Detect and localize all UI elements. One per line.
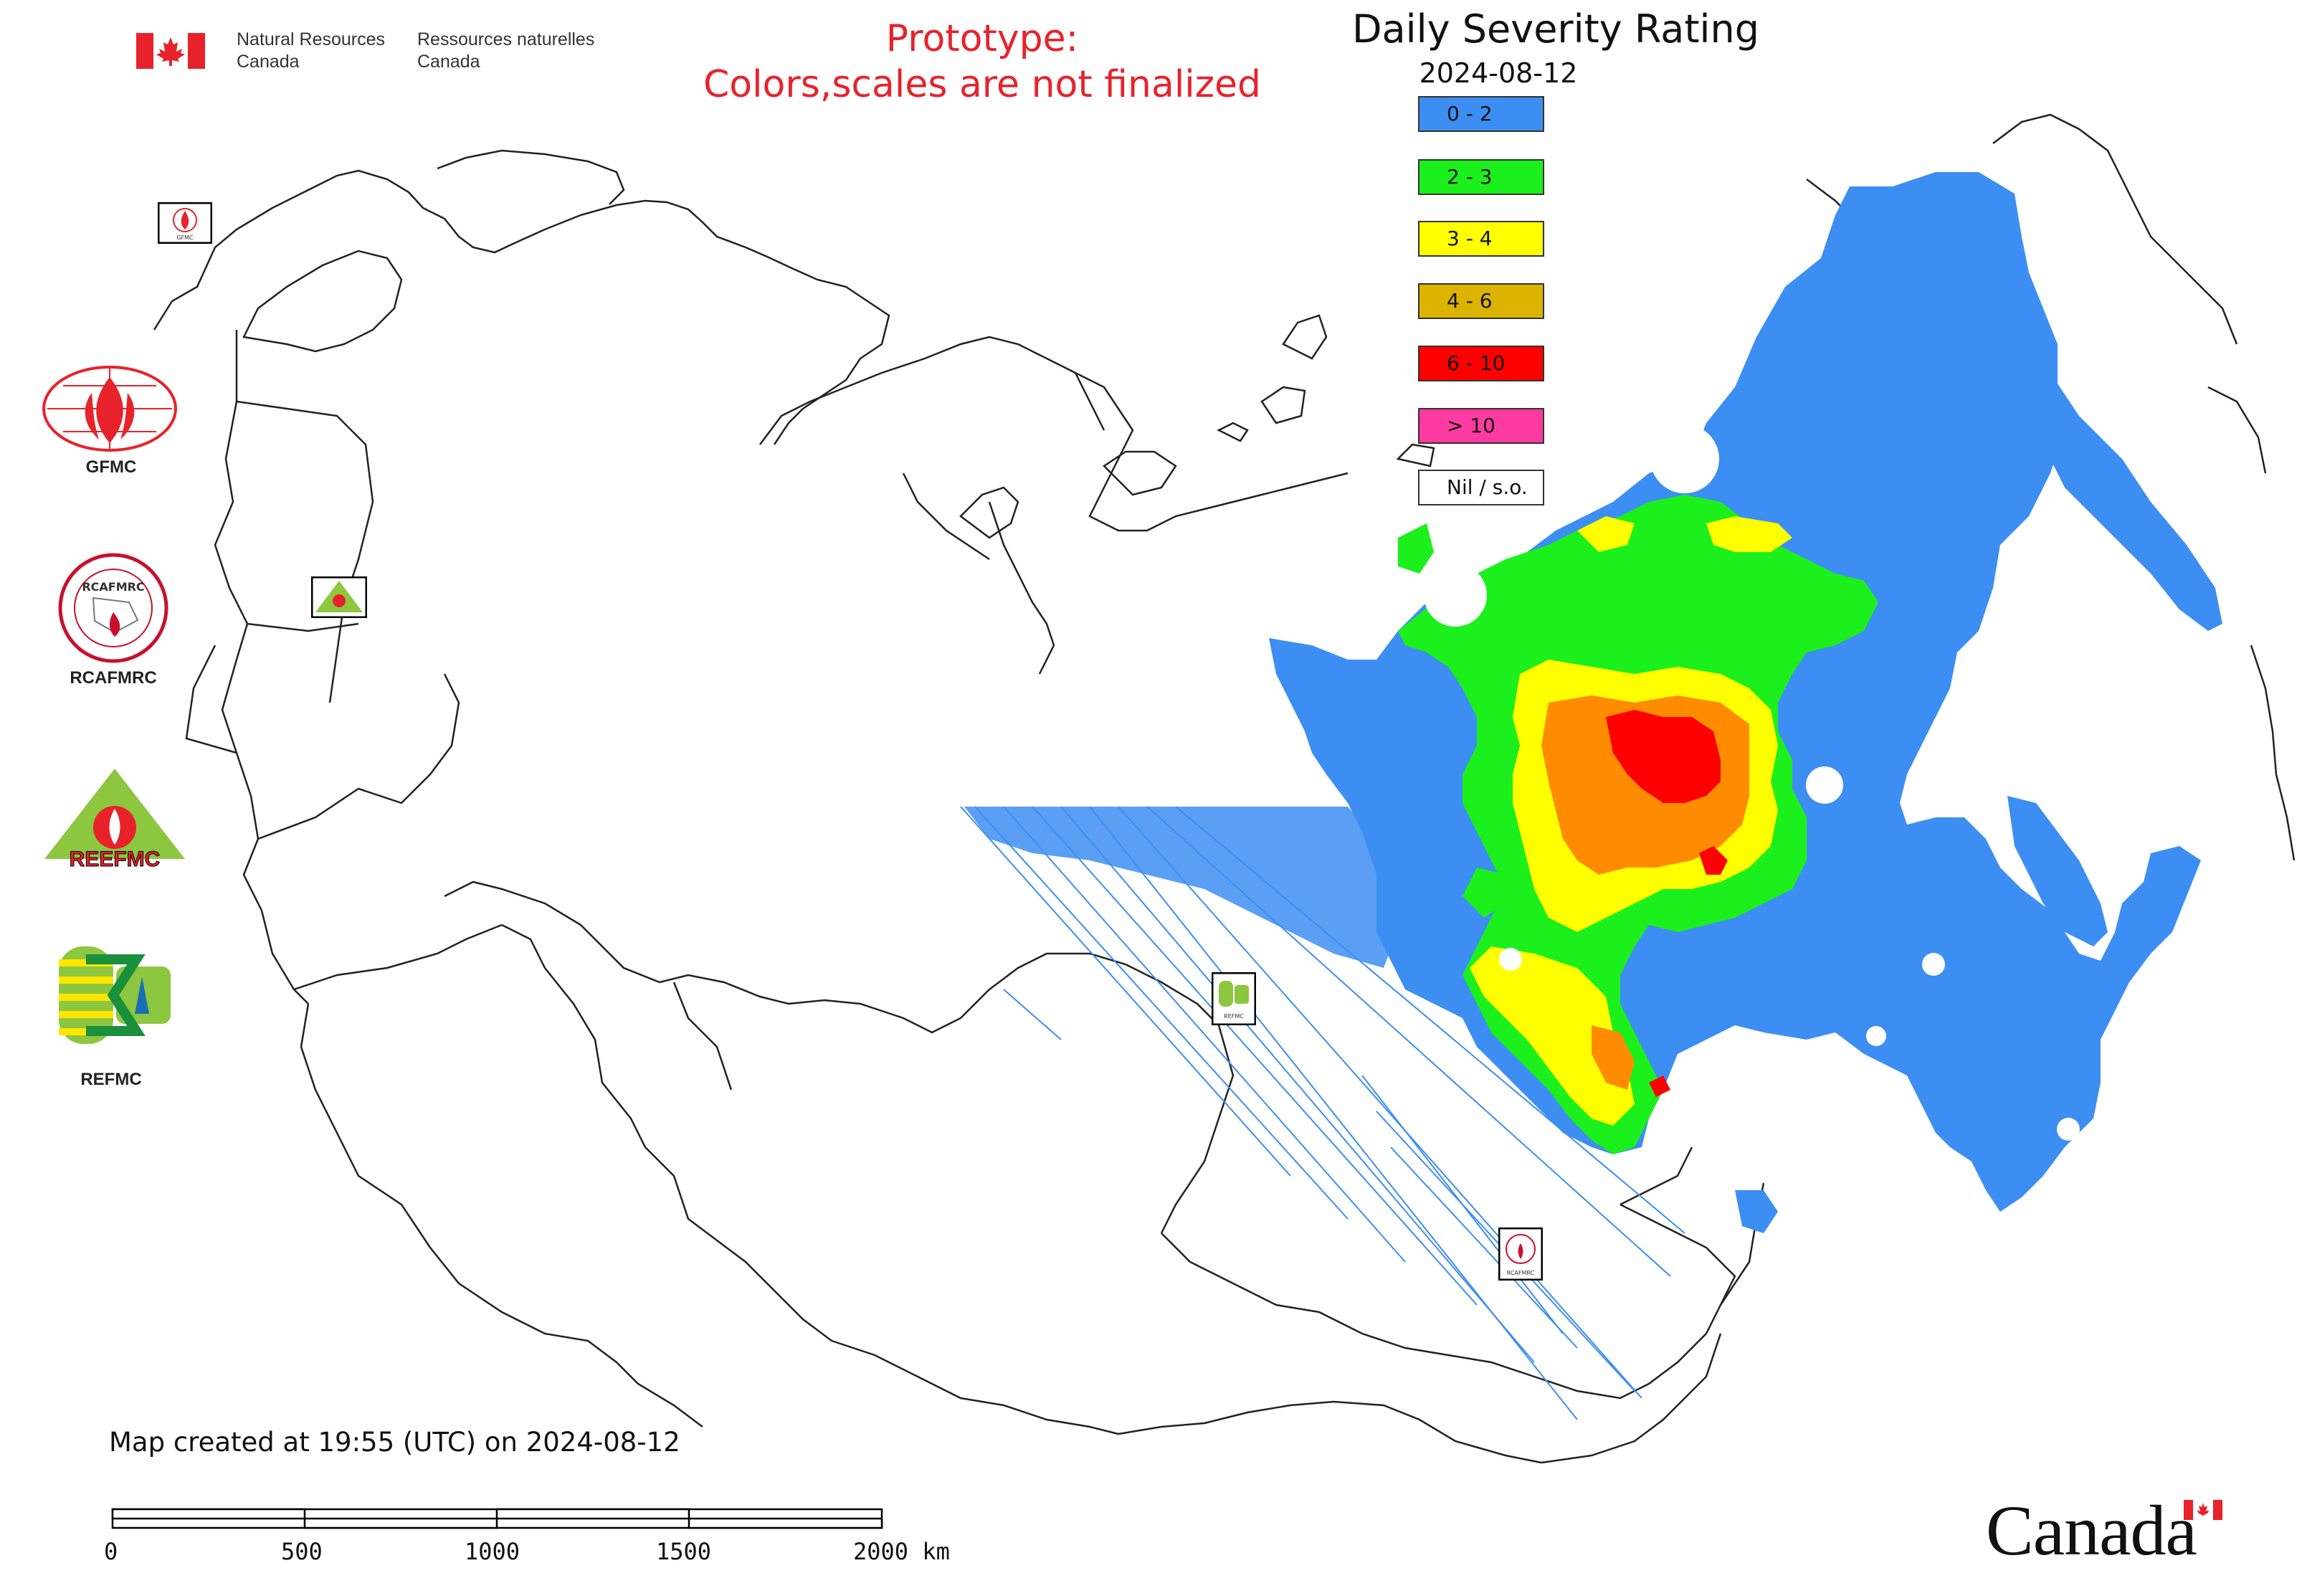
- legend-label: 4 - 6: [1447, 289, 1493, 313]
- canada-wordmark-text: Canada: [1986, 1491, 2197, 1570]
- rcafmrc-label: RCAFMRC: [70, 668, 157, 688]
- legend-item-3-4: 3 - 4: [1418, 221, 1544, 257]
- legend-item-4-6: 4 - 6: [1418, 283, 1544, 319]
- legend-label: 0 - 2: [1447, 102, 1493, 125]
- small-gfmc-logo: GFMC: [158, 202, 212, 244]
- scale-tick-0: 0: [104, 1538, 118, 1565]
- dept-fr-line1: Ressources naturelles: [417, 29, 595, 49]
- legend-item-nil: Nil / s.o.: [1418, 470, 1544, 505]
- rcafmrc-logo: RCAFMRC: [58, 553, 168, 663]
- small-reefmc-logo: [311, 576, 367, 618]
- canada-wordmark: Canada: [1986, 1491, 2197, 1570]
- scale-tick-500: 500: [281, 1538, 323, 1565]
- scale-tick-1000: 1000: [465, 1538, 520, 1565]
- rcafmrc-inner-text: RCAFMRC: [82, 580, 144, 594]
- dept-fr-line2: Canada: [417, 52, 480, 72]
- canada-flag-icon: [136, 33, 205, 69]
- scale-tick-2000: 2000 km: [853, 1538, 950, 1565]
- legend-label: > 10: [1447, 414, 1495, 437]
- reefmc-logo: REEFMC: [44, 769, 185, 872]
- reefmc-inner-text: REEFMC: [70, 847, 161, 871]
- prototype-note: Prototype: Colors,scales are not finaliz…: [617, 16, 1348, 108]
- small-rcafmrc-marker[interactable]: RCAFMRC: [1498, 1227, 1543, 1281]
- department-name-en: Natural Resources Canada: [237, 29, 385, 73]
- prototype-line2: Colors,scales are not finalized: [703, 63, 1262, 106]
- gfmc-logo: [42, 366, 177, 452]
- small-rcafmrc-text: RCAFMRC: [1507, 1270, 1535, 1276]
- refmc-label: REFMC: [80, 1070, 142, 1089]
- map-date: 2024-08-12: [1419, 57, 1578, 89]
- legend-item-2-3: 2 - 3: [1418, 159, 1544, 195]
- streak-block: [964, 807, 1405, 968]
- country-borders: [153, 113, 2296, 1464]
- dept-en-line2: Canada: [237, 52, 300, 72]
- wordmark-flag-icon: [2184, 1500, 2222, 1520]
- map-created-note: Map created at 19:55 (UTC) on 2024-08-12: [109, 1427, 680, 1458]
- legend-item-6-10: 6 - 10: [1418, 346, 1544, 381]
- dept-en-line1: Natural Resources: [237, 29, 386, 49]
- prototype-line1: Prototype:: [885, 17, 1079, 60]
- refmc-logo: [59, 946, 171, 1044]
- scale-tick-1500: 1500: [656, 1538, 712, 1565]
- small-refmc-marker[interactable]: REFMC: [1212, 972, 1256, 1025]
- dsr-raster: [1269, 172, 2222, 1233]
- scale-bar: [111, 1508, 883, 1529]
- legend-label: Nil / s.o.: [1447, 475, 1528, 499]
- legend-label: 6 - 10: [1447, 351, 1506, 375]
- legend-item-over-10: > 10: [1418, 408, 1544, 444]
- small-gfmc-text: GFMC: [176, 234, 194, 241]
- legend-label: 2 - 3: [1447, 165, 1493, 189]
- legend-label: 3 - 4: [1447, 227, 1493, 250]
- department-name-fr: Ressources naturelles Canada: [417, 29, 594, 73]
- map-title: Daily Severity Rating: [1351, 6, 1760, 52]
- gfmc-label: GFMC: [85, 457, 137, 477]
- small-refmc-text: REFMC: [1224, 1013, 1244, 1020]
- legend-item-0-2: 0 - 2: [1418, 96, 1544, 132]
